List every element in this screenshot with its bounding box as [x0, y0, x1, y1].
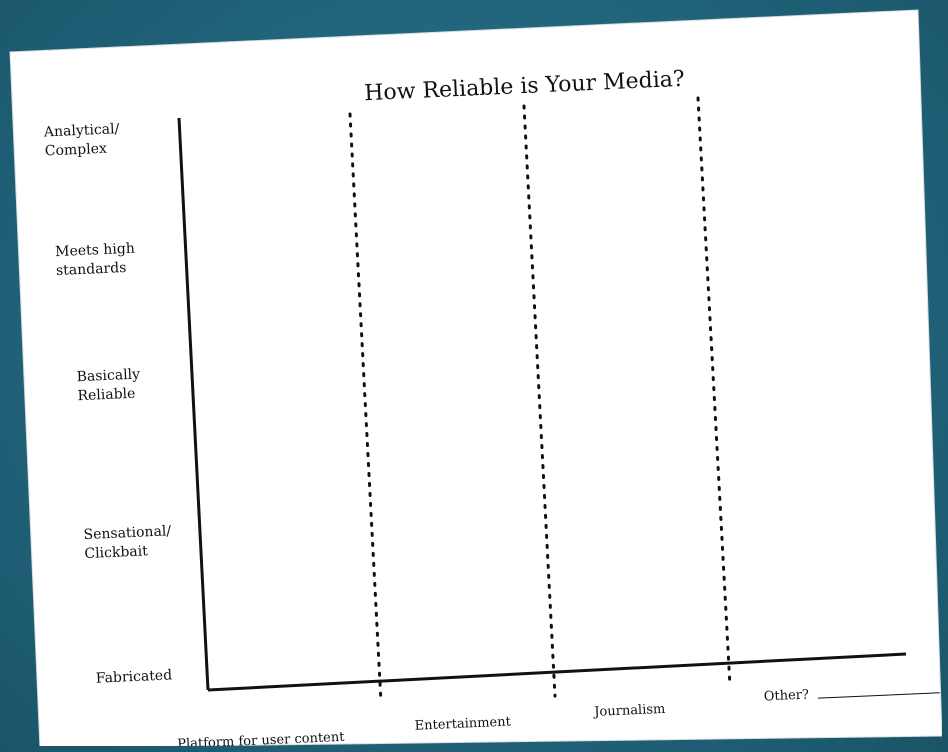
y-label-high-standards-line1: Meets high	[55, 241, 135, 260]
paper-sheet	[9, 9, 942, 746]
y-label-clickbait-line1: Sensational/	[83, 523, 171, 543]
x-label-journalism: Journalism	[592, 702, 666, 720]
y-label-high-standards-line2: standards	[56, 260, 127, 279]
y-axis-line	[177, 117, 210, 691]
x-axis-line	[207, 652, 907, 692]
worksheet: How Reliable is Your Media? Analytical/ …	[6, 6, 942, 746]
y-label-clickbait-line2: Clickbait	[84, 543, 148, 562]
y-axis-labels: Analytical/ Complex Meets high standards…	[43, 121, 173, 687]
y-label-reliable-line1: Basically	[76, 366, 140, 385]
worksheet-canvas: How Reliable is Your Media? Analytical/ …	[9, 9, 942, 746]
y-label-reliable-line2: Reliable	[77, 386, 136, 405]
divider-line-2	[522, 104, 557, 698]
divider-line-1	[348, 112, 383, 704]
divider-line-3	[696, 96, 732, 688]
y-label-analytical-line2: Complex	[44, 141, 107, 160]
other-answer-line	[817, 692, 940, 699]
x-label-other: Other?	[763, 688, 809, 705]
y-label-fabricated: Fabricated	[96, 667, 173, 686]
y-label-analytical-line1: Analytical/	[43, 121, 120, 140]
x-label-entertainment: Entertainment	[414, 715, 511, 734]
